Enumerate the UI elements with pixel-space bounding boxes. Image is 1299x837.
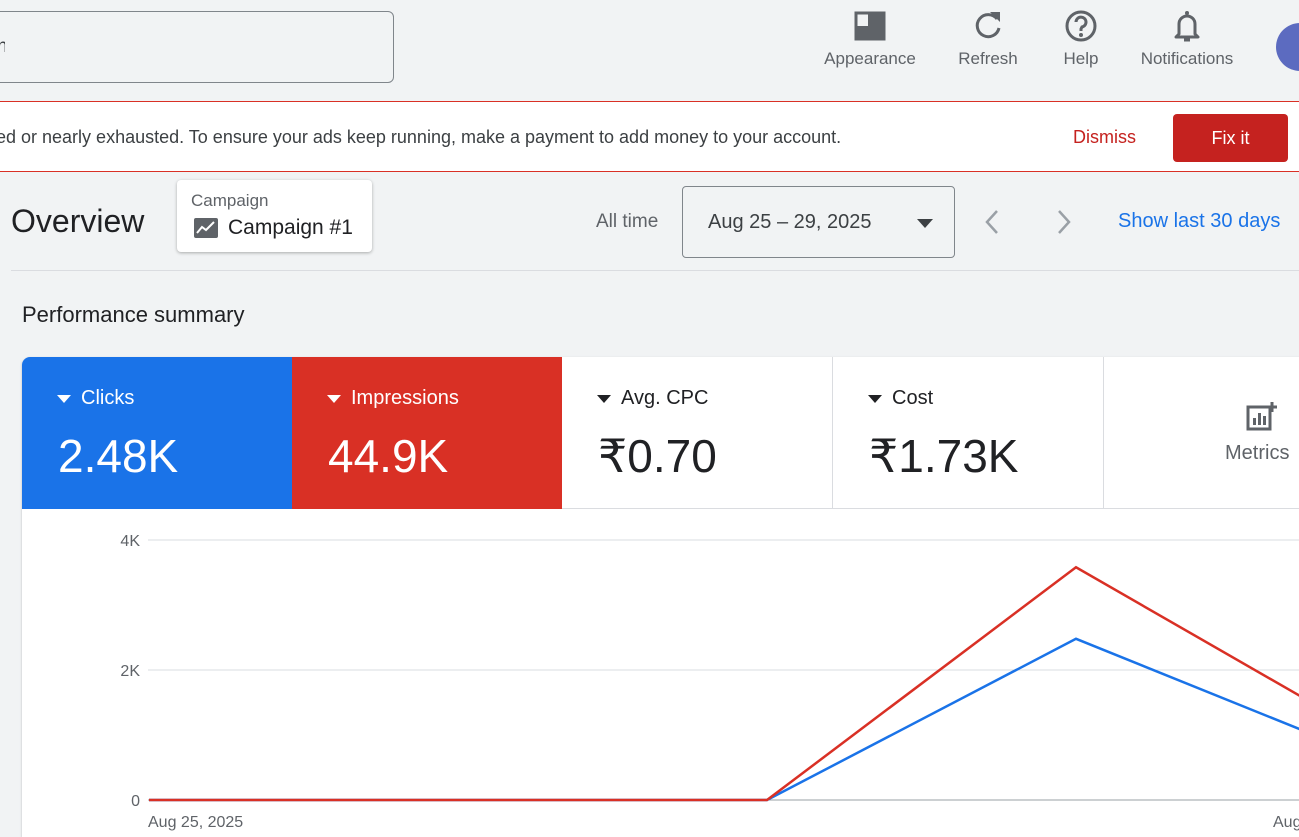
metric-value: 44.9K	[328, 430, 449, 482]
metric-tile-impressions[interactable]: Impressions 44.9K	[292, 357, 562, 509]
performance-card: Clicks 2.48K Impressions 44.9K Avg. CPC …	[22, 357, 1299, 837]
appearance-icon	[854, 11, 886, 41]
chevron-down-icon	[917, 219, 933, 228]
campaign-selector-label: Campaign	[191, 191, 269, 210]
metric-label: Cost	[892, 387, 934, 409]
metrics-button[interactable]: Metrics	[1104, 357, 1299, 509]
avatar[interactable]	[1276, 23, 1299, 71]
fix-it-button[interactable]: Fix it	[1173, 114, 1288, 162]
page-title: Overview	[11, 203, 145, 239]
help-button[interactable]: Help	[1057, 8, 1105, 78]
appearance-button[interactable]: Appearance	[818, 8, 922, 78]
date-range-value: Aug 25 – 29, 2025	[708, 211, 872, 233]
metric-label: Avg. CPC	[621, 387, 709, 409]
show-last-30-days-link[interactable]: Show last 30 days	[1118, 210, 1281, 232]
metric-value: 2.48K	[58, 430, 179, 482]
date-range-label: All time	[596, 211, 659, 232]
metric-value: ₹0.70	[598, 430, 717, 482]
help-label: Help	[1063, 49, 1099, 68]
refresh-label: Refresh	[958, 49, 1018, 68]
campaign-selector-value: Campaign #1	[228, 216, 353, 239]
metric-tile-cost[interactable]: Cost ₹1.73K	[833, 357, 1104, 509]
metric-label: Impressions	[351, 387, 459, 409]
bell-icon	[1174, 11, 1200, 42]
metric-value: ₹1.73K	[869, 430, 1019, 482]
dismiss-button[interactable]: Dismiss	[1073, 127, 1136, 147]
x-tick-label: Aug 25, 2025	[148, 814, 243, 831]
caret-down-icon	[327, 394, 341, 403]
next-period-icon[interactable]	[1054, 208, 1074, 236]
caret-down-icon	[597, 394, 611, 403]
metric-label: Clicks	[81, 387, 135, 409]
notifications-button[interactable]: Notifications	[1130, 8, 1244, 78]
campaign-trend-icon	[194, 218, 218, 238]
previous-period-icon[interactable]	[982, 208, 1002, 236]
performance-chart: 4K 2K 0 Aug 25, 2025 Aug	[120, 533, 1299, 831]
y-tick-label: 0	[131, 793, 140, 810]
add-chart-icon	[1246, 402, 1277, 431]
refresh-icon	[975, 12, 1001, 39]
date-range-dropdown[interactable]: Aug 25 – 29, 2025	[682, 186, 955, 258]
appearance-label: Appearance	[824, 49, 916, 68]
caret-down-icon	[868, 394, 882, 403]
top-bar: n Appearance Refresh Help Notifications	[0, 0, 1299, 101]
divider	[11, 270, 1299, 271]
search-input-value: n	[0, 36, 5, 56]
metric-tile-clicks[interactable]: Clicks 2.48K	[22, 357, 292, 509]
caret-down-icon	[57, 394, 71, 403]
campaign-selector[interactable]: Campaign Campaign #1	[177, 180, 372, 252]
y-tick-label: 2K	[120, 663, 140, 680]
metrics-label: Metrics	[1225, 442, 1290, 464]
alert-banner: ed or nearly exhausted. To ensure your a…	[0, 101, 1299, 172]
search-input[interactable]: n	[0, 11, 394, 83]
metric-tile-avg-cpc[interactable]: Avg. CPC ₹0.70	[562, 357, 833, 509]
series-line-impressions	[149, 565, 1299, 802]
notifications-label: Notifications	[1140, 49, 1234, 68]
refresh-button[interactable]: Refresh	[952, 8, 1024, 78]
y-tick-label: 4K	[120, 533, 140, 550]
help-icon	[1065, 10, 1097, 42]
x-tick-label: Aug	[1273, 814, 1299, 831]
alert-message: ed or nearly exhausted. To ensure your a…	[0, 127, 842, 147]
section-title: Performance summary	[22, 302, 245, 327]
series-line-clicks	[149, 637, 1299, 802]
